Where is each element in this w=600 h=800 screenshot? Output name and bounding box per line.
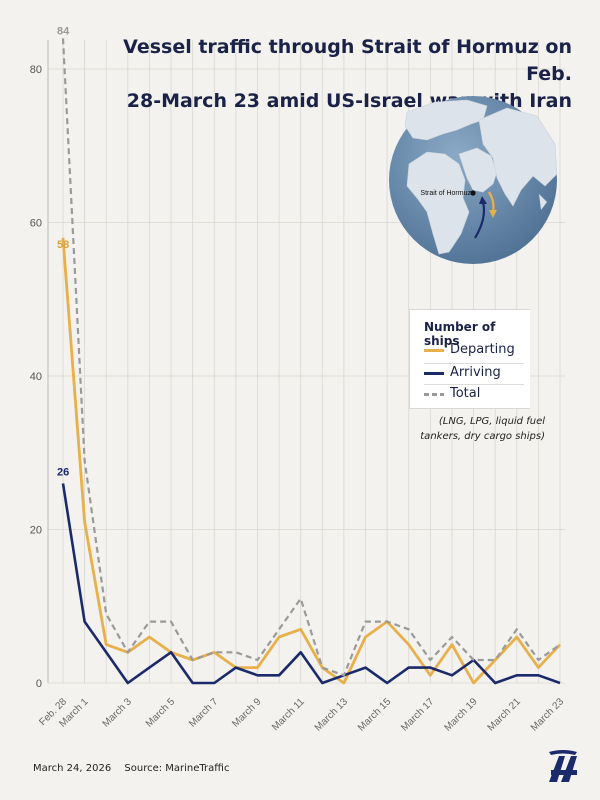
arriving-arrow <box>474 201 486 239</box>
data-labels: 84 58 26 <box>57 25 70 478</box>
footer: March 24, 2026 Source: MarineTraffic <box>33 763 239 774</box>
x-tick-label: March 23 <box>529 696 567 734</box>
globe-land-arabia <box>458 147 498 193</box>
series-line-departing <box>61 237 562 685</box>
x-tick-label: March 5 <box>144 696 178 730</box>
y-tick-label: 40 <box>30 371 42 383</box>
chart-note-line-1: (LNG, LPG, liquid fuel <box>438 416 545 427</box>
hormuz-point <box>470 190 476 196</box>
globe-land-asia <box>478 107 558 207</box>
x-tick-label: March 3 <box>101 696 135 730</box>
data-label-total: 84 <box>57 25 70 37</box>
data-label-arriving: 26 <box>57 466 69 478</box>
legend: Number of ships Departing Arriving Total <box>409 309 530 409</box>
x-tick-label: March 13 <box>313 696 351 734</box>
footer-date: March 24, 2026 <box>33 763 112 774</box>
x-tick-label: March 17 <box>399 696 437 734</box>
chart-series <box>61 38 562 685</box>
x-tick-label: March 15 <box>356 696 394 734</box>
footer-source: Source: MarineTraffic <box>124 763 230 774</box>
globe-label: Strait of Hormuz <box>420 190 471 197</box>
y-tick-label: 60 <box>30 218 42 230</box>
legend-label-departing: Departing <box>450 342 515 357</box>
x-tick-label: March 21 <box>486 696 524 734</box>
aa-logo <box>549 750 577 782</box>
y-tick-label: 0 <box>36 678 42 690</box>
x-tick-label: March 7 <box>187 696 221 730</box>
globe-land-africa <box>406 151 470 255</box>
data-label-departing: 58 <box>57 239 69 251</box>
chart-note-line-2: tankers, dry cargo ships) <box>420 431 545 442</box>
y-tick-label: 20 <box>30 525 42 537</box>
legend-swatch-arriving <box>424 372 444 375</box>
y-axis: 0 20 40 60 80 <box>30 64 42 690</box>
chart-title: Vessel traffic through Strait of Hormuz … <box>102 34 572 115</box>
legend-divider <box>424 384 524 385</box>
legend-label-total: Total <box>450 386 481 401</box>
globe-map: Strait of Hormuz <box>387 94 559 266</box>
legend-swatch-departing <box>424 349 444 352</box>
legend-heading: Number of ships <box>424 320 496 348</box>
series-line-total <box>61 38 561 677</box>
x-tick-label: March 11 <box>270 696 307 733</box>
legend-label-arriving: Arriving <box>450 365 501 380</box>
y-tick-label: 80 <box>30 64 42 76</box>
globe-land-europe <box>404 99 488 141</box>
x-tick-label: March 9 <box>230 696 264 730</box>
chart-title-line-1: Vessel traffic through Strait of Hormuz … <box>123 36 572 85</box>
x-tick-label: March 19 <box>442 696 480 734</box>
legend-swatch-total <box>424 393 444 396</box>
legend-divider <box>424 363 524 364</box>
chart-note: (LNG, LPG, liquid fuel tankers, dry carg… <box>415 414 545 444</box>
series-line-arriving <box>61 483 561 685</box>
